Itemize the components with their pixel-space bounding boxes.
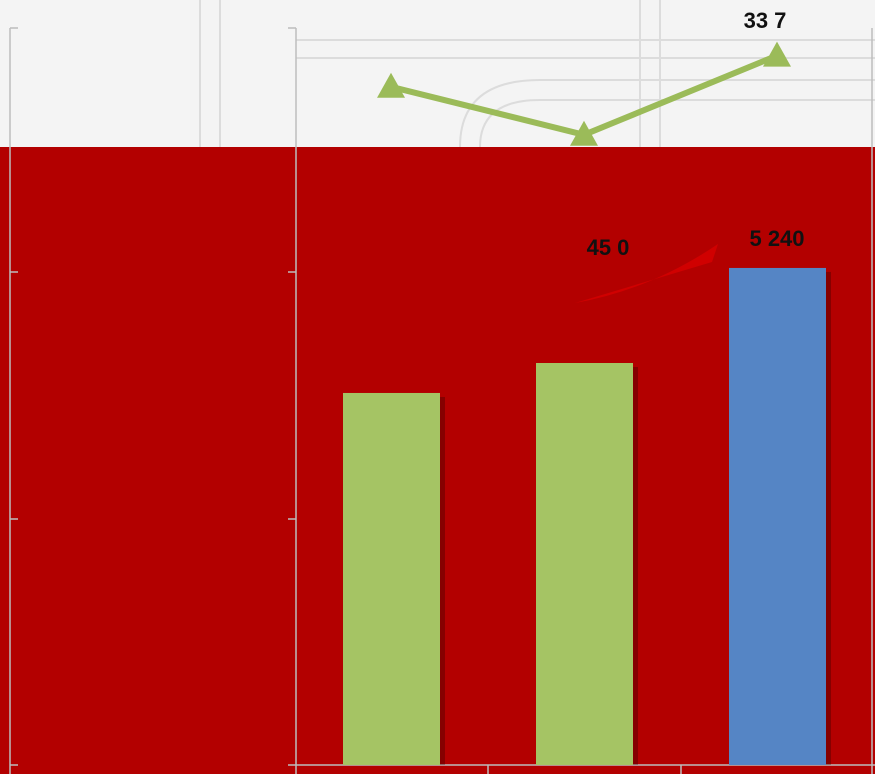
value-label: 5 240 <box>749 226 804 251</box>
line-value-label: 33 7 <box>744 8 787 33</box>
line-marker <box>570 120 598 146</box>
line-marker <box>377 72 405 98</box>
bar <box>536 362 633 765</box>
bar <box>729 267 826 765</box>
decor-pipes <box>199 0 875 148</box>
bar <box>343 392 440 765</box>
annotation: 45 0 <box>587 235 630 260</box>
line-marker <box>763 41 791 67</box>
